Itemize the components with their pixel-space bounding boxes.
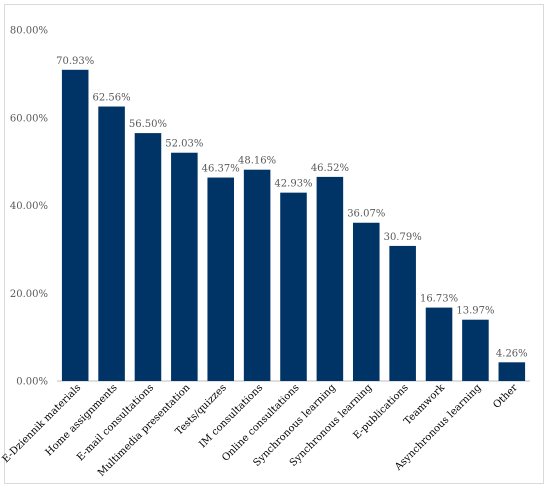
data-label: 16.73% xyxy=(420,294,458,305)
data-label: 42.93% xyxy=(274,179,312,190)
x-tick-label: IM consultations xyxy=(197,382,265,450)
bar xyxy=(498,362,526,381)
data-label: 36.07% xyxy=(347,209,385,220)
data-label: 46.52% xyxy=(311,163,349,174)
bar xyxy=(316,176,344,381)
data-labels: 70.93% 62.56% 56.50% 52.03% 46.37%48.16% 42.9… xyxy=(56,56,528,360)
data-label: 70.93% xyxy=(56,56,94,67)
data-label: 62.56% xyxy=(93,93,131,104)
y-tick-label: 80.00% xyxy=(10,26,48,37)
bar xyxy=(462,319,489,381)
x-tick-label: Other xyxy=(491,382,520,411)
data-label: 13.97% xyxy=(456,306,494,317)
data-label: 48.16% xyxy=(238,156,276,167)
y-tick-label: 40.00% xyxy=(10,201,48,212)
bar xyxy=(61,69,89,382)
bar xyxy=(389,245,416,381)
bar xyxy=(98,106,125,381)
data-label: 52.03% xyxy=(165,139,203,150)
data-label: 56.50% xyxy=(129,119,167,130)
y-tick-label: 60.00% xyxy=(10,113,48,124)
bar xyxy=(280,192,307,381)
x-tick-label: Home assignments xyxy=(44,382,120,458)
data-label: 4.26% xyxy=(496,348,528,359)
bar xyxy=(352,222,380,381)
bar xyxy=(207,177,235,381)
data-label: 30.79% xyxy=(384,232,422,243)
bars xyxy=(61,69,526,382)
data-label: 46.37% xyxy=(202,164,240,175)
y-tick-label: 20.00% xyxy=(10,289,48,300)
bar xyxy=(171,152,198,381)
bar xyxy=(134,133,162,381)
chart-frame xyxy=(4,4,544,484)
bar xyxy=(243,169,271,381)
bar xyxy=(425,307,453,381)
y-tick-label: 0.00% xyxy=(16,377,48,388)
